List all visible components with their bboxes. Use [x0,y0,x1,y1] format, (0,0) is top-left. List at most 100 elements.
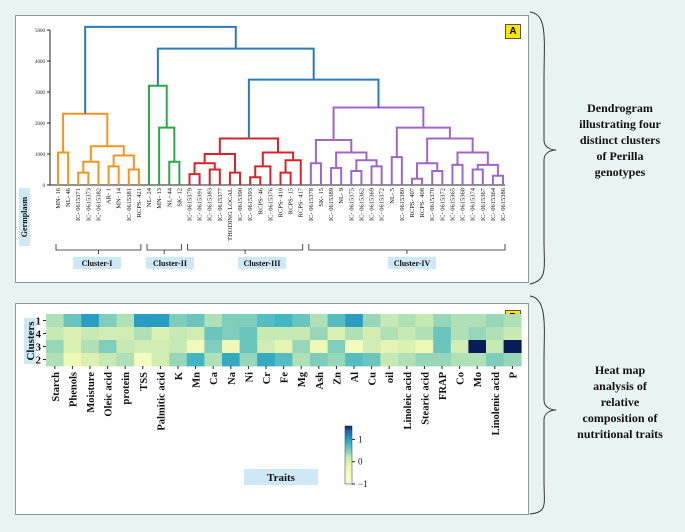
row-label: 4 [36,329,42,341]
heatmap-cell [486,314,504,328]
leaf-label: RCPS- 46 [257,187,264,214]
dendrogram-caption-line: of Perilla [596,149,644,163]
dendrogram-link [410,177,424,185]
dendrogram-link [390,156,403,185]
heatmap-cell [186,353,205,367]
leaf-label: RCPS- 408 [419,188,426,217]
leaf-label: IC- 0615386 [500,187,507,221]
heatmap-cell [169,314,188,328]
column-label: Linolenic acid [491,372,502,435]
leaf-label: IC- 0615383 [207,188,214,221]
heatmap-cell [468,314,487,328]
heatmap-cell [63,314,82,328]
heatmap-cell [239,353,258,367]
heatmap-cell [433,314,452,328]
traits-axis-title: Traits [267,472,296,484]
heatmap-cell [274,353,293,367]
column-label: Al [350,372,361,383]
column-label: TSS [139,372,150,391]
heatmap-cell [292,340,311,354]
leaf-label: RCPS- 407 [409,187,416,217]
heatmap-cell [81,340,100,354]
column-label: Phenols [68,372,79,407]
column-label: protein [121,372,132,405]
heatmap-cell [274,314,293,328]
heatmap-cell [503,314,522,328]
heatmap-cell [46,314,64,328]
heatmap-cell [257,340,276,354]
heatmap-cell [433,353,452,367]
heatmap-cell [81,327,100,341]
heatmap-cell [151,327,170,341]
heatmap-cell [257,353,276,367]
leaf-label: NL- 46 [65,187,72,207]
leaf-label: IC- 0615374 [470,187,477,221]
heatmap-cell [116,353,135,367]
heatmap-cell [63,353,82,367]
column-label: Cu [368,372,379,386]
heatmap-cell [239,327,258,341]
heatmap-cell [345,314,364,328]
heatmap-cell [257,327,276,341]
column-label: Mo [473,372,484,387]
dendrogram-link [188,173,201,185]
leaf-label: MN- 16 [55,187,62,209]
dendrogram-link [456,151,489,165]
heatmap-cell [98,353,117,367]
cluster-label: Cluster-IV [394,259,431,268]
heatmap-cell [362,327,381,341]
heatmap-cell [415,353,434,367]
heatmap-cell [274,340,293,354]
leaf-label: MN- 13 [156,188,163,209]
leaf-label: IC- 0615376 [267,187,274,221]
cluster-bracket [146,244,182,251]
leaf-label: NL- 9 [338,188,345,204]
y-tick-label: 2000 [35,122,46,127]
heatmap-cell [81,353,100,367]
heatmap-cell [362,340,381,354]
leaf-label: IC- 0615381 [126,188,133,221]
column-label: P [508,371,519,378]
heatmap-caption-line: relative [600,395,640,409]
germplasm-label: Germplasm [20,196,29,237]
leaf-label: RCPS- 15 [288,188,295,214]
heatmap-cell [310,314,328,328]
heatmap-cell [292,327,311,341]
leaf-label: IC- 0615379 [186,188,193,221]
heatmap-cell [398,353,416,367]
leaf-label: IC- 0615393 [247,188,254,221]
column-label: Co [456,372,467,385]
panel-a-bracket [529,11,557,285]
column-label: Moisture [86,372,97,413]
heatmap-cell [398,314,416,328]
heatmap-cell [186,327,205,341]
heatmap-cell [204,340,223,354]
dendrogram-link [254,165,272,185]
y-tick-label: 0 [43,184,46,189]
heatmap-cell [486,340,504,354]
heatmap-cell [239,340,258,354]
heatmap-cell [151,340,170,354]
column-label: Na [227,371,238,385]
heatmap-cell [450,353,469,367]
heatmap-cell [468,327,487,341]
leaf-label: IC- 0615362 [358,188,365,221]
heatmap-cell [380,340,399,354]
cluster-bracket [55,244,142,251]
dendrogram-caption: Dendrogram illustrating four distinct cl… [555,100,685,180]
heatmap-cell [116,327,135,341]
colorbar-tick-label: 0 [358,457,363,467]
column-label: Ca [209,371,220,385]
heatmap-cell [222,314,240,328]
clusters-label-bg [24,318,36,364]
dendrogram-link [228,171,242,185]
heatmap-cell [46,340,64,354]
heatmap-cell [81,314,100,328]
heatmap-cell [327,314,346,328]
heatmap-cell [433,340,452,354]
dendrogram-caption-line: genotypes [594,165,646,179]
leaf-label: SK- 15 [318,188,325,207]
dendrogram-link [431,170,444,185]
leaf-label: IC- 0615377 [217,187,224,221]
y-tick-label: 3000 [35,91,46,96]
